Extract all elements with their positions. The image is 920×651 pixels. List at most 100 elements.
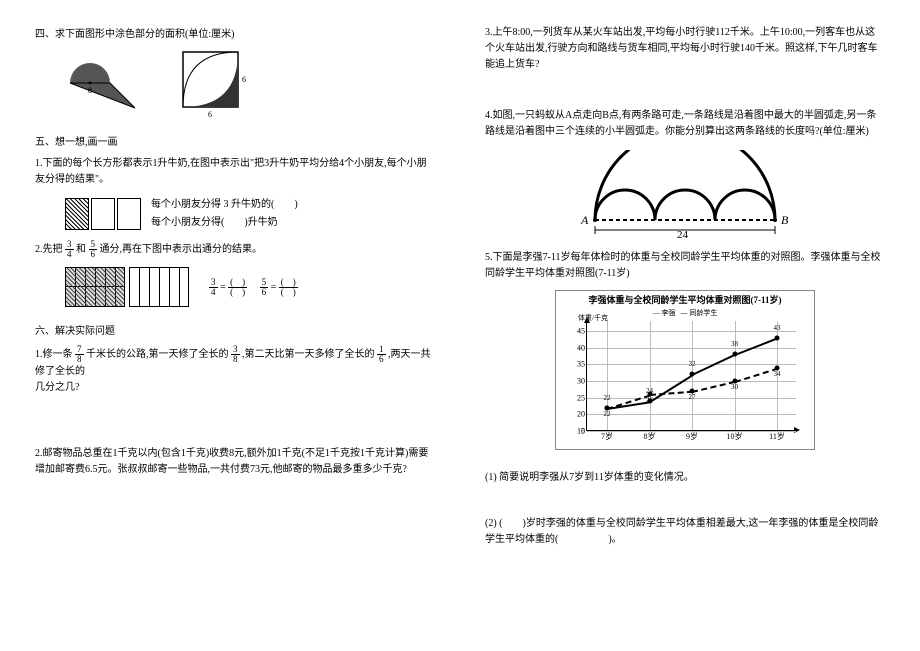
x-tick-label: 11岁 <box>769 431 785 442</box>
eq-frac-3-4: 34 <box>209 278 218 297</box>
q3: 3.上午8:00,一列货车从某火车站出发,平均每小时行驶112千米。上午10:0… <box>485 25 885 73</box>
figure-semicircle-triangle: 8 <box>65 48 145 118</box>
num: 3 <box>209 278 218 288</box>
x-tick-label: 9岁 <box>686 431 698 442</box>
section-6-title: 六、解决实际问题 <box>35 322 435 337</box>
q5-2-mid: 和 <box>76 244 86 255</box>
point-label: 32 <box>689 360 696 368</box>
point-label: 34 <box>774 370 781 378</box>
milk-line-1: 每个小朋友分得 3 升牛奶的( ) <box>151 196 298 214</box>
den: 6 <box>377 355 386 364</box>
point-label: 24 <box>646 387 653 395</box>
den: 4 <box>65 250 74 259</box>
eq-sign-1: = <box>220 281 228 292</box>
q6-1: 1.修一条 78 千米长的公路,第一天修了全长的 38 ,第二天比第一天多修了全… <box>35 345 435 396</box>
figure-row-4: 8 6 6 <box>65 48 435 118</box>
frac-grid-1 <box>65 267 125 307</box>
q6-1-a: 1.修一条 <box>35 349 73 360</box>
legend-avg: --- 同龄学生 <box>681 309 718 317</box>
y-tick-label: 25 <box>567 393 585 402</box>
chart-area: 0152025303540457岁8岁9岁10岁11岁2226273034222… <box>586 321 796 431</box>
point-label: 38 <box>731 340 738 348</box>
y-tick-label: 40 <box>567 343 585 352</box>
q5-sub2: (2) ( )岁时李强的体重与全校同龄学生平均体重相差最大,这一年李强的体重是全… <box>485 516 885 548</box>
x-tick-label: 8岁 <box>644 431 656 442</box>
point-label: 22 <box>604 394 611 402</box>
frac-5-6: 56 <box>89 240 98 259</box>
den: 8 <box>75 355 84 364</box>
arrow-x-icon <box>794 427 800 433</box>
fraction-figure-row: 34 = ( )( ) 56 = ( )( ) <box>65 267 435 307</box>
y-tick-label: 30 <box>567 377 585 386</box>
milk-text: 每个小朋友分得 3 升牛奶的( ) 每个小朋友分得( )升牛奶 <box>151 196 298 232</box>
fraction-grids <box>65 267 189 307</box>
arch-label-b: B <box>781 213 789 227</box>
frac-3-8: 38 <box>231 345 240 364</box>
q6-1-c: ,第二天比第一天多修了全长的 <box>242 349 375 360</box>
point-label: 30 <box>731 383 738 391</box>
frac-7-8: 78 <box>75 345 84 364</box>
section-5-title: 五、想一想,画一画 <box>35 133 435 148</box>
q6-1-b: 千米长的公路,第一天修了全长的 <box>86 349 229 360</box>
right-column: 3.上午8:00,一列货车从某火车站出发,平均每小时行驶112千米。上午10:0… <box>460 10 900 641</box>
point-label: 22 <box>604 410 611 418</box>
fig2-label-bottom: 6 <box>208 110 212 119</box>
den: 8 <box>231 355 240 364</box>
fig2-label-right: 6 <box>242 75 246 84</box>
figure-square-leaf: 6 6 <box>175 48 255 118</box>
fraction-equations: 34 = ( )( ) 56 = ( )( ) <box>209 278 298 297</box>
left-column: 四、求下面图形中涂色部分的面积(单位:厘米) 8 6 6 五、想一想,画一画 1… <box>20 10 460 641</box>
chart-title: 李强体重与全校同龄学生平均体重对照图(7-11岁) <box>556 291 814 308</box>
series-avg-line <box>649 391 692 396</box>
y-tick-label: 15 <box>567 427 585 436</box>
arch-label-a: A <box>580 213 589 227</box>
den: ( ) <box>228 288 247 297</box>
frac-3-4: 34 <box>65 240 74 259</box>
grid-v <box>735 321 736 430</box>
x-tick-label: 7岁 <box>601 431 613 442</box>
eq-sign-2: = <box>271 281 279 292</box>
y-tick-label: 20 <box>567 410 585 419</box>
y-tick-label: 35 <box>567 360 585 369</box>
eq-frac-5-6: 56 <box>260 278 269 297</box>
num: 5 <box>260 278 269 288</box>
milk-boxes <box>65 198 141 230</box>
q5-sub1: (1) 简要说明李强从7岁到11岁体重的变化情况。 <box>485 470 885 486</box>
section-4-title: 四、求下面图形中涂色部分的面积(单位:厘米) <box>35 25 435 40</box>
point-label: 27 <box>689 393 696 401</box>
milk-box-2 <box>91 198 115 230</box>
y-tick-label: 45 <box>567 327 585 336</box>
milk-line-2: 每个小朋友分得( )升牛奶 <box>151 214 298 232</box>
frac-grid-2 <box>129 267 189 307</box>
q5-2-prefix: 2.先把 <box>35 244 63 255</box>
den: 4 <box>209 288 218 297</box>
q5-1-text: 1.下面的每个长方形都表示1升牛奶,在图中表示出"把3升牛奶平均分给4个小朋友,… <box>35 156 435 188</box>
den: 6 <box>89 250 98 259</box>
arch-figure: A B 24 <box>485 150 885 240</box>
num: ( ) <box>279 278 298 288</box>
grid-v <box>650 321 651 430</box>
weight-chart: 李强体重与全校同龄学生平均体重对照图(7-11岁) — 李强 --- 同龄学生 … <box>555 290 815 450</box>
q5-2-suffix: 通分,再在下图中表示出通分的结果。 <box>100 244 263 255</box>
milk-box-3 <box>117 198 141 230</box>
frac-1-6: 16 <box>377 345 386 364</box>
q5-2-text: 2.先把 34 和 56 通分,再在下图中表示出通分的结果。 <box>35 240 435 259</box>
series-avg-line <box>692 381 735 393</box>
milk-box-1 <box>65 198 89 230</box>
q5-right: 5.下面是李强7-11岁每年体检时的体重与全校同龄学生平均体重的对照图。李强体重… <box>485 250 885 282</box>
den: 6 <box>260 288 269 297</box>
arrow-y-icon <box>584 317 590 323</box>
milk-figure-row: 每个小朋友分得 3 升牛奶的( ) 每个小朋友分得( )升牛奶 <box>65 196 435 232</box>
eq-blank-1: ( )( ) <box>228 278 247 297</box>
chart-figure: 李强体重与全校同龄学生平均体重对照图(7-11岁) — 李强 --- 同龄学生 … <box>485 290 885 450</box>
arch-length: 24 <box>677 229 689 240</box>
den: ( ) <box>279 288 298 297</box>
q6-1-end: 几分之几? <box>35 380 435 396</box>
q4: 4.如图,一只蚂蚁从A点走向B点,有两条路可走,一条路线是沿着图中最大的半圆弧走… <box>485 108 885 140</box>
x-tick-label: 10岁 <box>727 431 743 442</box>
series-liqiang-line <box>692 354 735 376</box>
legend-liqiang: — 李强 <box>653 309 676 317</box>
q6-2: 2.邮寄物品总重在1千克以内(包含1千克)收费8元,额外加1千克(不足1千克按1… <box>35 446 435 478</box>
fig1-label: 8 <box>88 86 92 95</box>
eq-blank-2: ( )( ) <box>279 278 298 297</box>
